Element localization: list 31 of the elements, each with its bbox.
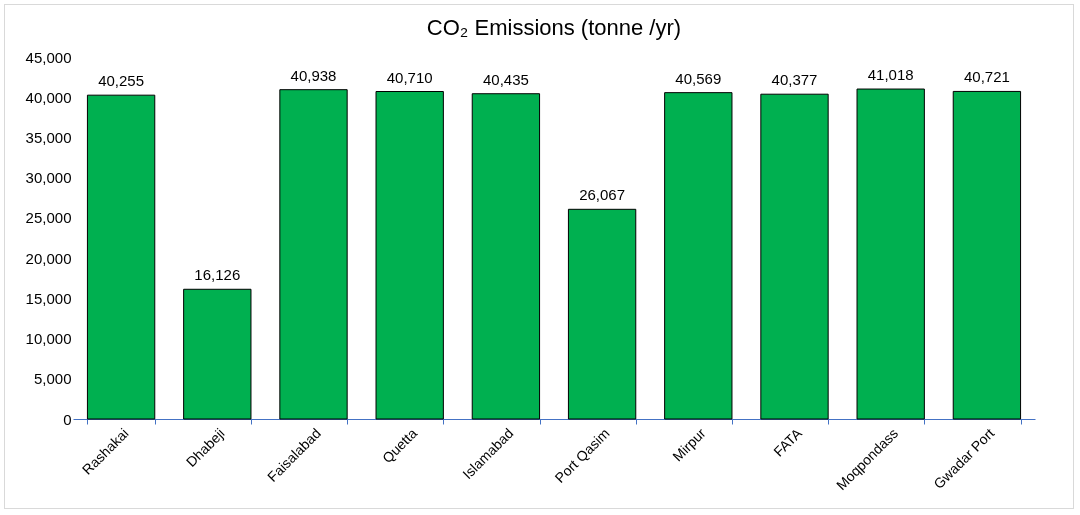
bar	[856, 88, 925, 420]
y-tick-label: 5,000	[33, 370, 72, 388]
y-tick-label: 0	[63, 410, 72, 428]
bar	[183, 288, 252, 420]
bar	[760, 93, 829, 420]
y-tick-label: 30,000	[25, 169, 72, 187]
y-tick-label: 40,000	[25, 88, 72, 106]
data-label: 16,126	[194, 266, 241, 284]
bar	[664, 92, 733, 420]
data-label: 40,721	[963, 68, 1010, 86]
y-tick-label: 15,000	[25, 289, 72, 307]
data-label: 41,018	[867, 66, 914, 84]
data-label: 40,938	[290, 66, 337, 84]
data-label: 26,067	[579, 186, 626, 204]
bar	[952, 90, 1022, 420]
bar	[279, 89, 348, 420]
data-label: 40,255	[98, 72, 145, 90]
data-label: 40,435	[482, 70, 529, 88]
bar	[375, 91, 444, 420]
data-label: 40,377	[771, 71, 818, 89]
chart-title: CO₂ Emissions (tonne /yr)	[426, 15, 682, 40]
y-tick-label: 35,000	[25, 128, 72, 146]
y-tick-label: 10,000	[25, 330, 72, 348]
bar	[567, 208, 637, 420]
y-tick-label: 20,000	[25, 249, 72, 267]
data-label: 40,569	[675, 69, 722, 87]
y-tick-label: 45,000	[25, 48, 72, 66]
data-label: 40,710	[386, 68, 433, 86]
bar	[471, 93, 541, 420]
y-tick-label: 25,000	[25, 209, 72, 227]
bar	[86, 94, 156, 420]
